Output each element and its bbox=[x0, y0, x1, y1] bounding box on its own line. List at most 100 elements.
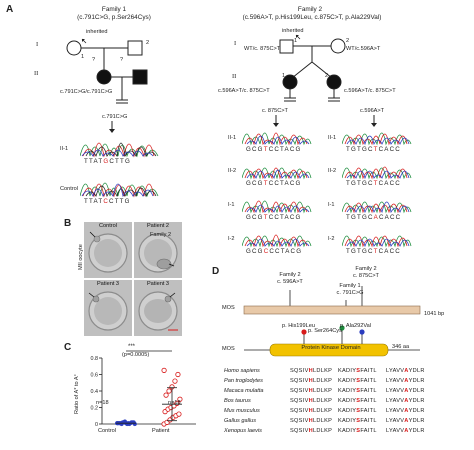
family2-gen1: I bbox=[234, 40, 237, 47]
family1-id1: 1 bbox=[81, 54, 85, 60]
seq-part: CCTACG bbox=[268, 214, 302, 221]
y-tick-label: 0.4 bbox=[91, 389, 99, 395]
seq-part: TTAT bbox=[84, 158, 104, 165]
seq-mutation: T bbox=[263, 146, 269, 153]
family2-row-label: II-2 bbox=[228, 168, 237, 174]
seq-part: CACC bbox=[378, 214, 402, 221]
motif-residue: H bbox=[308, 378, 313, 384]
family2-row-label: II-1 bbox=[228, 135, 237, 141]
oocyte-image bbox=[138, 233, 178, 273]
motif-part: KADIY bbox=[338, 388, 357, 394]
family1-mut-label: c.791C>G bbox=[102, 114, 128, 120]
motif-residue: H bbox=[308, 398, 313, 404]
motif-part: KADIY bbox=[338, 408, 357, 414]
motif-part: LYAVV bbox=[386, 368, 405, 374]
oocyte-image bbox=[138, 291, 178, 331]
family2-mut596-label: c.596A>T bbox=[360, 108, 385, 114]
family2-mut875-label: c. 875C>T bbox=[262, 108, 288, 114]
significance-stars: *** bbox=[128, 344, 136, 350]
domain-label: Protein Kinase Domain bbox=[301, 345, 361, 351]
category-patient: Patient bbox=[152, 428, 170, 434]
motif-part: LDLKP bbox=[312, 398, 333, 404]
photo-caption: Patient 3 bbox=[96, 281, 120, 287]
family1-pedigree bbox=[66, 38, 148, 104]
family2-i1-genotype: WT/c. 875C>T bbox=[244, 46, 281, 52]
seq-part: TGTGC bbox=[346, 248, 374, 255]
seq-part: TGTGC bbox=[346, 214, 374, 221]
motif-part: YDLR bbox=[408, 368, 425, 374]
motif-residue: H bbox=[308, 428, 313, 434]
family2-inherited-label: inherited bbox=[282, 28, 304, 34]
patient-point bbox=[172, 378, 178, 384]
family1-title: Family 1 bbox=[101, 6, 127, 13]
seq-part: CACC bbox=[378, 180, 401, 187]
motif-part: FAITL bbox=[360, 388, 377, 394]
family2-id4: 2 bbox=[325, 73, 329, 79]
seq-mutation: G bbox=[103, 158, 110, 165]
motif-part: LYAVV bbox=[386, 408, 405, 414]
motif-part: LYAVV bbox=[386, 418, 405, 424]
family2-seq-left: GCGCCCTACG bbox=[246, 248, 302, 255]
motif-part: FAITL bbox=[360, 408, 377, 414]
motif-residue: A bbox=[404, 398, 409, 404]
family2-seq-right: TGTGCTCACC bbox=[346, 180, 401, 187]
mutation-label-1: p. His199Leu bbox=[282, 323, 315, 329]
family2-chromatogram-left bbox=[242, 234, 312, 248]
arrow-down-icon bbox=[273, 115, 279, 127]
motif-residue: S bbox=[356, 388, 361, 394]
patient-point bbox=[161, 367, 167, 373]
family1-inherited-label: inherited bbox=[86, 29, 108, 35]
n-control: n=18 bbox=[96, 400, 109, 406]
d-top-label-2b: c. 791C>G bbox=[336, 290, 364, 296]
seq-mutation: T bbox=[263, 214, 269, 221]
motif-part: YDLR bbox=[408, 398, 425, 404]
control-point bbox=[130, 420, 135, 425]
motif-2: KADIYSFAITL bbox=[338, 368, 377, 374]
species-name: Gallus gallus bbox=[224, 418, 257, 424]
motif-part: LYAVV bbox=[386, 388, 405, 394]
family2-seq-right: TGTGCTCACC bbox=[346, 146, 401, 153]
seq-part: GCG bbox=[246, 214, 264, 221]
motif-part: FAITL bbox=[360, 368, 377, 374]
motif-residue: H bbox=[308, 418, 313, 424]
oocyte-photo-patient3a: Patient 3 bbox=[84, 280, 132, 336]
motif-3: LYAVVAYDLR bbox=[386, 398, 425, 404]
family1-id2: 2 bbox=[146, 40, 150, 46]
gene-length: 1041 bp bbox=[424, 311, 445, 317]
chart-ticks: 0 0.2 0.4 0.6 0.8 bbox=[91, 356, 102, 428]
motif-1: SQSIVHLDLKP bbox=[290, 388, 332, 394]
family2-row-label-right: II-1 bbox=[328, 135, 337, 141]
motif-part: LYAVV bbox=[386, 398, 405, 404]
family2-seq-right: TGTGCACACC bbox=[346, 214, 401, 221]
y-tick-label: 0.2 bbox=[91, 406, 99, 412]
seq-mutation: C bbox=[103, 198, 110, 205]
seq-part: CACC bbox=[378, 146, 401, 153]
family2-seq-left: GCGTCCTACG bbox=[246, 180, 302, 187]
seq-part: CACC bbox=[378, 248, 401, 255]
species-name: Homo sapiens bbox=[224, 368, 260, 374]
motif-2: KADIYSFAITL bbox=[338, 378, 377, 384]
seq-part: GCG bbox=[246, 248, 264, 255]
seq-mutation: T bbox=[373, 248, 379, 255]
motif-residue: S bbox=[356, 378, 361, 384]
motif-part: LDLKP bbox=[312, 388, 333, 394]
patient-point bbox=[177, 396, 183, 402]
motif-2: KADIYSFAITL bbox=[338, 428, 377, 434]
family1-q2: ? bbox=[120, 57, 124, 63]
family1-variant: (c.791C>G, p.Ser264Cys) bbox=[77, 14, 151, 21]
motif-1: SQSIVHLDLKP bbox=[290, 398, 332, 404]
motif-part: YDLR bbox=[408, 428, 425, 434]
y-tick-label: 0.6 bbox=[91, 373, 99, 379]
species-name: Mus musculus bbox=[224, 408, 260, 414]
family2-seq-left: GCGTCCTACG bbox=[246, 146, 302, 153]
motif-residue: H bbox=[308, 388, 313, 394]
family2-ii-right-genotype: c.596A>T/c. 875C>T bbox=[344, 88, 396, 94]
seq-mutation: T bbox=[263, 180, 269, 187]
motif-residue: A bbox=[404, 428, 409, 434]
seq-part: CCTACG bbox=[268, 180, 302, 187]
patient-point bbox=[175, 371, 181, 378]
family2-ii-left-genotype: c.596A>T/c. 875C>T bbox=[218, 88, 270, 94]
family1-seq-control: TTATCCTTG bbox=[84, 198, 131, 205]
motif-3: LYAVVAYDLR bbox=[386, 388, 425, 394]
